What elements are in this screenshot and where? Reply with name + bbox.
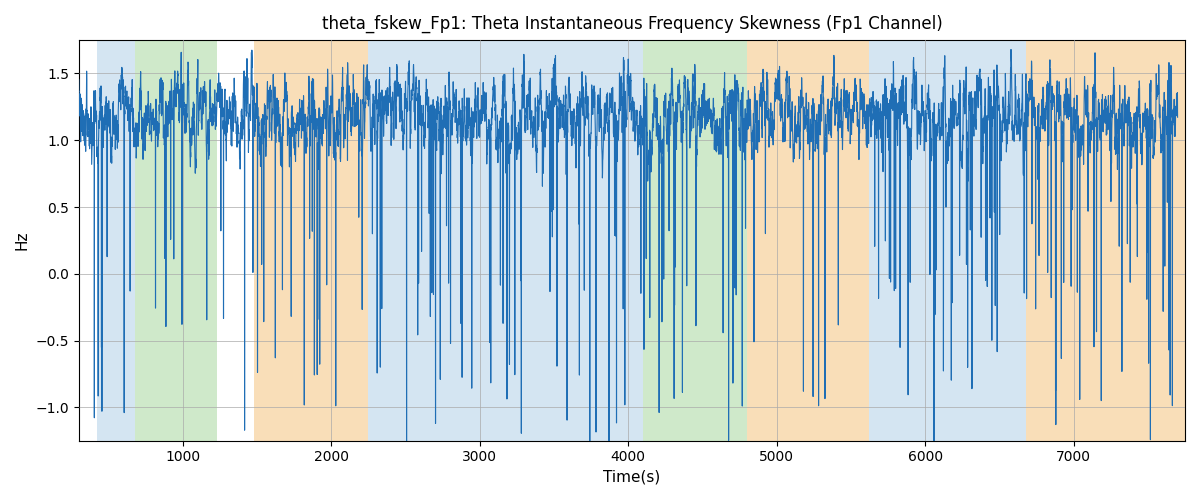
Bar (136, 40, 217, 440)
Y-axis label: Hz: Hz (14, 230, 30, 250)
Bar (748, 40, 869, 440)
Bar (254, 40, 368, 440)
Bar (606, 40, 643, 440)
Bar (996, 40, 1026, 440)
Bar (368, 40, 606, 440)
Bar (643, 40, 748, 440)
Bar (97, 40, 136, 440)
Title: theta_fskew_Fp1: Theta Instantaneous Frequency Skewness (Fp1 Channel): theta_fskew_Fp1: Theta Instantaneous Fre… (322, 15, 942, 34)
X-axis label: Time(s): Time(s) (604, 470, 660, 485)
Bar (1026, 40, 1186, 440)
Bar (869, 40, 996, 440)
